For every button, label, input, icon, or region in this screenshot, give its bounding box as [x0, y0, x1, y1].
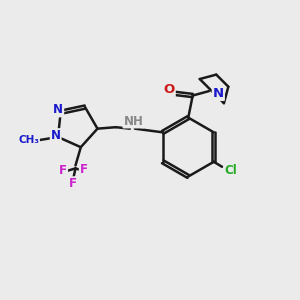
Text: N: N: [213, 87, 224, 100]
Text: CH₃: CH₃: [18, 135, 39, 145]
Text: Cl: Cl: [224, 164, 237, 177]
Text: N: N: [51, 129, 61, 142]
Text: F: F: [59, 164, 67, 177]
Text: NH: NH: [124, 115, 143, 128]
Text: F: F: [69, 177, 77, 190]
Text: N: N: [53, 103, 63, 116]
Text: O: O: [164, 83, 175, 96]
Text: F: F: [80, 164, 88, 176]
